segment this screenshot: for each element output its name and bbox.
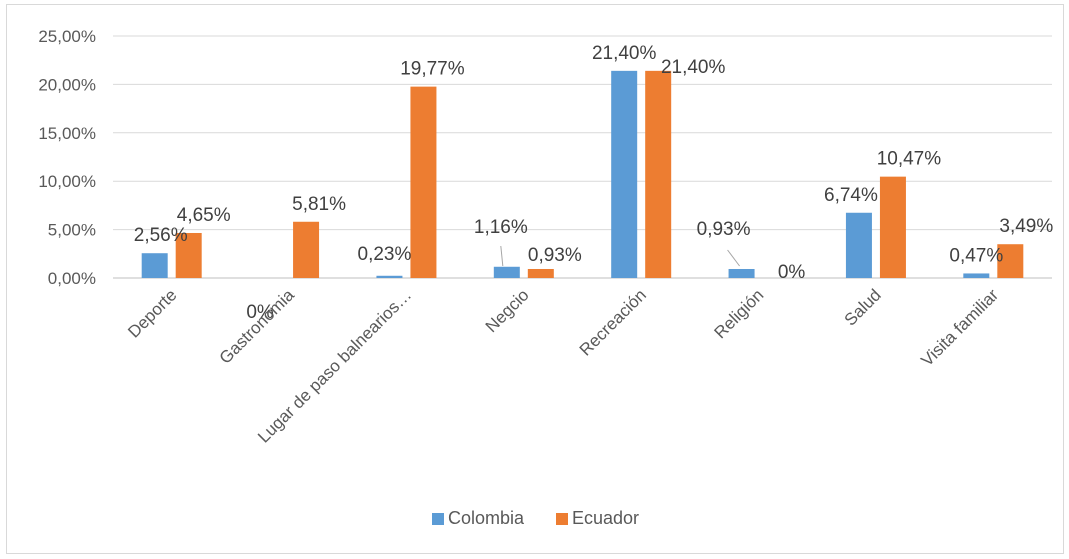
bar-colombia — [493, 266, 520, 278]
bar-colombia — [728, 268, 755, 278]
legend-swatch-ecuador — [556, 513, 568, 525]
data-label: 0,93% — [528, 245, 582, 266]
y-tick-label: 20,00% — [38, 75, 96, 94]
x-category-label: Visita familiar — [917, 285, 1002, 370]
y-tick-label: 15,00% — [38, 124, 96, 143]
data-label: 5,81% — [292, 194, 346, 215]
data-label: 6,74% — [824, 185, 878, 206]
x-category-label: Recreación — [576, 285, 650, 359]
bars — [141, 70, 1024, 279]
data-labels: 2,56%4,65%0%5,81%0,23%19,77%1,16%0,93%21… — [134, 43, 1054, 323]
bar-ecuador — [293, 221, 320, 278]
x-category-label: Negcio — [482, 285, 533, 336]
y-tick-label: 0,00% — [48, 269, 96, 288]
y-tick-label: 25,00% — [38, 27, 96, 46]
y-tick-label: 5,00% — [48, 221, 96, 240]
bar-ecuador — [879, 176, 906, 278]
x-category-label: Deporte — [124, 285, 180, 341]
data-label: 21,40% — [661, 57, 726, 78]
legend: Colombia Ecuador — [432, 508, 639, 528]
data-label: 21,40% — [592, 43, 657, 64]
bar-colombia — [611, 70, 638, 279]
bar-ecuador — [527, 268, 554, 278]
bar-colombia — [845, 212, 872, 278]
data-label: 0,23% — [358, 244, 412, 265]
legend-swatch-colombia — [432, 513, 444, 525]
bar-ecuador — [997, 244, 1024, 278]
data-label: 1,16% — [474, 217, 528, 238]
data-label: 0,93% — [697, 219, 751, 240]
data-label: 10,47% — [877, 149, 942, 170]
x-category-label: Salud — [841, 285, 885, 329]
leader-line — [500, 245, 504, 267]
y-tick-label: 10,00% — [38, 172, 96, 191]
bar-colombia — [963, 273, 990, 278]
data-label: 3,49% — [999, 216, 1053, 237]
data-label: 2,56% — [134, 225, 188, 246]
legend-label: Ecuador — [572, 508, 639, 528]
bar-colombia — [376, 275, 403, 278]
label-leader-lines — [500, 245, 740, 267]
x-category-label: Gastronomia — [216, 285, 299, 368]
chart-frame — [6, 4, 1064, 554]
bar-colombia — [141, 253, 168, 278]
legend-label: Colombia — [448, 508, 525, 528]
bar-ecuador — [645, 70, 672, 279]
x-category-label: Religión — [711, 285, 768, 342]
data-label: 0% — [778, 262, 806, 283]
bar-ecuador — [410, 86, 437, 278]
bar-ecuador — [175, 232, 202, 278]
data-label: 0,47% — [949, 245, 1003, 266]
data-label: 19,77% — [400, 59, 465, 80]
y-axis-ticks: 0,00% 5,00% 10,00% 15,00% 20,00% 25,00% — [38, 27, 96, 288]
data-label: 0% — [246, 302, 274, 323]
data-label: 4,65% — [177, 205, 231, 226]
leader-line — [727, 249, 740, 267]
